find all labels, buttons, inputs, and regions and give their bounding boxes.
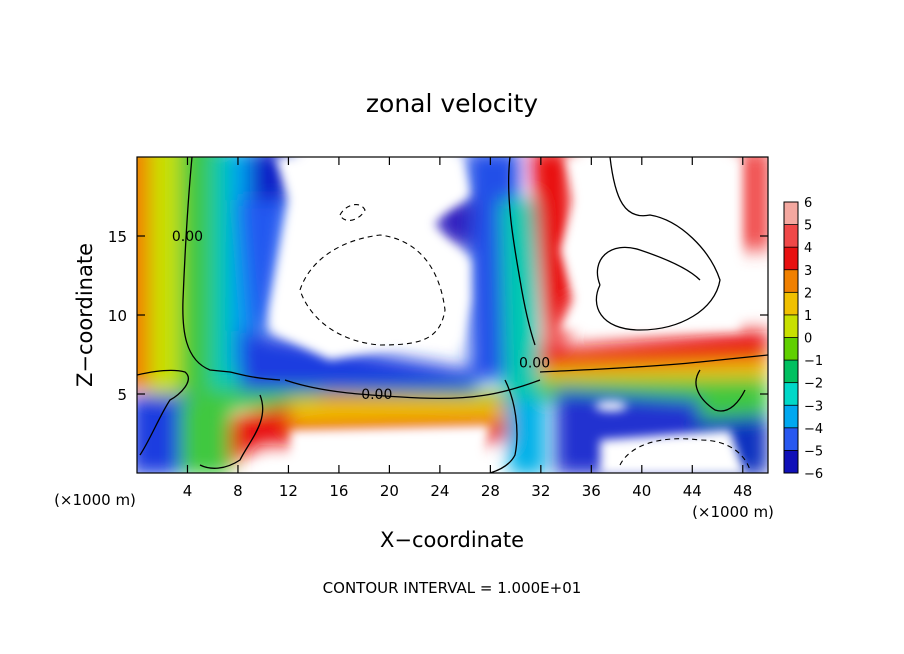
contour-label: 0.00	[172, 229, 203, 245]
colorbar-label: 2	[804, 286, 812, 301]
y-tick-label: 15	[108, 228, 127, 246]
colorbar-label: 6	[804, 196, 812, 211]
x-tick-label: 28	[481, 482, 500, 500]
y-axis-label: Z−coordinate	[73, 243, 97, 387]
colorbar-swatch	[784, 427, 798, 451]
x-tick-label: 12	[279, 482, 298, 500]
colorbar-label: 0	[804, 332, 812, 347]
y-tick-label: 10	[108, 307, 127, 325]
colorbar-label: −3	[804, 399, 823, 414]
colorbar-swatch	[784, 224, 798, 248]
colorbar-swatch	[784, 360, 798, 384]
colorbar-swatch	[784, 405, 798, 429]
colorbar-label: −1	[804, 354, 823, 369]
colorbar-label: −5	[804, 444, 823, 459]
colorbar-label: 1	[804, 309, 812, 324]
colorbar-swatch	[784, 314, 798, 338]
x-tick-label: 40	[632, 482, 651, 500]
y-tick-label: 5	[117, 386, 127, 404]
x-tick-label: 20	[380, 482, 399, 500]
x-unit-left: (×1000 m)	[54, 491, 136, 509]
x-tick-label: 48	[733, 482, 752, 500]
x-tick-label: 24	[430, 482, 449, 500]
colorbar-swatch	[784, 202, 798, 226]
colorbar-label: −2	[804, 377, 823, 392]
colorbar-swatch	[784, 292, 798, 316]
velocity-field	[137, 157, 768, 473]
dashed-contours	[299, 204, 751, 471]
x-tick-label: 44	[683, 482, 702, 500]
x-tick-label: 36	[582, 482, 601, 500]
colorbar-swatch	[784, 269, 798, 293]
colorbar-swatch	[784, 247, 798, 271]
x-unit-right: (×1000 m)	[692, 503, 774, 521]
chart-title: zonal velocity	[366, 89, 538, 118]
colorbar-swatch	[784, 450, 798, 474]
colorbar-label: 3	[804, 264, 812, 279]
colorbar-swatch	[784, 382, 798, 406]
colorbar-label: 4	[804, 241, 812, 256]
contour-label: 0.00	[361, 387, 392, 403]
x-tick-label: 32	[531, 482, 550, 500]
x-tick-label: 16	[329, 482, 348, 500]
contour-lines	[137, 157, 768, 473]
colorbar-label: 5	[804, 219, 812, 234]
colorbar-swatch	[784, 337, 798, 361]
colorbar-label: −6	[804, 467, 823, 482]
colorbar-label: −4	[804, 422, 823, 437]
x-axis-label: X−coordinate	[380, 528, 524, 552]
contour-interval-note: CONTOUR INTERVAL = 1.000E+01	[323, 579, 582, 597]
x-tick-label: 4	[183, 482, 193, 500]
contour-label: 0.00	[519, 355, 550, 371]
x-tick-label: 8	[233, 482, 243, 500]
